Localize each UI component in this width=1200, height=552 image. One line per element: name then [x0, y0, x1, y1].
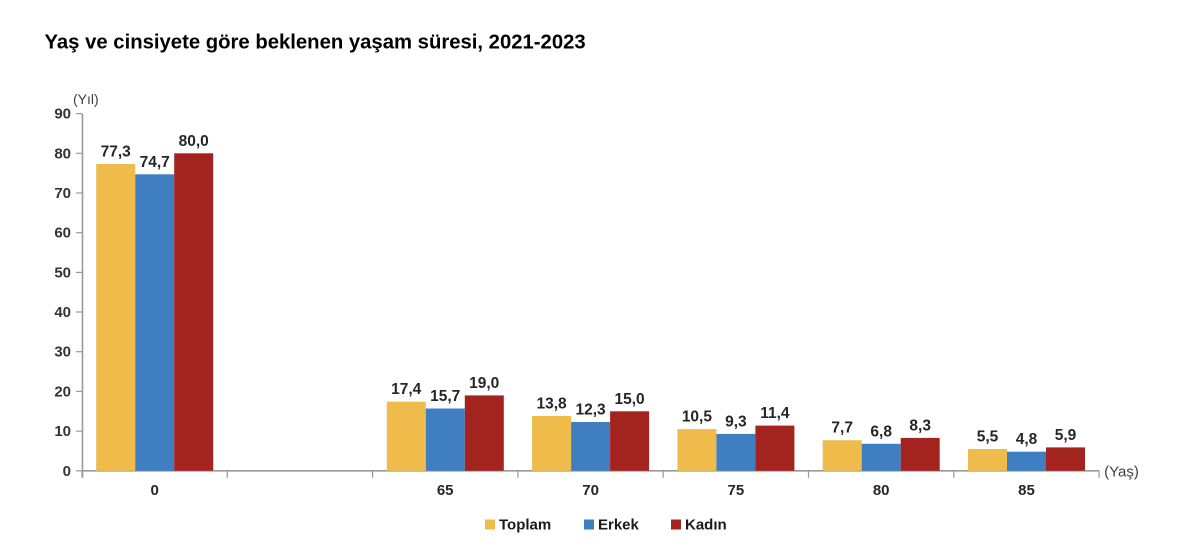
svg-text:70: 70: [54, 185, 71, 202]
svg-text:85: 85: [1018, 482, 1035, 499]
svg-text:11,4: 11,4: [760, 405, 790, 422]
svg-text:0: 0: [63, 463, 71, 480]
svg-text:10,5: 10,5: [682, 409, 713, 426]
svg-text:80: 80: [54, 145, 71, 162]
svg-text:5,5: 5,5: [977, 429, 999, 446]
svg-text:7,7: 7,7: [831, 420, 853, 437]
svg-text:74,7: 74,7: [140, 154, 170, 171]
svg-text:60: 60: [54, 225, 71, 242]
svg-text:Erkek: Erkek: [598, 517, 640, 534]
svg-text:20: 20: [54, 383, 71, 400]
svg-text:Kadın: Kadın: [685, 517, 727, 534]
svg-text:17,4: 17,4: [391, 381, 422, 398]
svg-text:13,8: 13,8: [537, 396, 568, 413]
svg-text:50: 50: [54, 264, 71, 281]
svg-text:75: 75: [728, 482, 745, 499]
svg-text:(Yıl): (Yıl): [73, 91, 99, 107]
svg-text:(Yaş): (Yaş): [1104, 464, 1139, 481]
svg-text:0: 0: [151, 482, 159, 499]
svg-text:65: 65: [437, 482, 454, 499]
svg-text:15,0: 15,0: [615, 391, 645, 408]
svg-text:80: 80: [873, 482, 890, 499]
svg-text:90: 90: [54, 106, 71, 123]
svg-text:77,3: 77,3: [101, 144, 132, 161]
svg-text:4,8: 4,8: [1016, 431, 1038, 448]
svg-text:70: 70: [582, 482, 599, 499]
svg-text:8,3: 8,3: [909, 417, 931, 434]
svg-text:30: 30: [54, 344, 71, 361]
svg-text:40: 40: [54, 304, 71, 321]
svg-text:Toplam: Toplam: [499, 517, 551, 534]
svg-text:12,3: 12,3: [576, 402, 607, 419]
svg-text:15,7: 15,7: [430, 388, 460, 405]
svg-text:10: 10: [54, 423, 71, 440]
svg-text:5,9: 5,9: [1055, 427, 1077, 444]
svg-text:19,0: 19,0: [469, 375, 499, 392]
svg-text:Yaş ve cinsiyete göre beklenen: Yaş ve cinsiyete göre beklenen yaşam sür…: [45, 32, 586, 54]
svg-text:6,8: 6,8: [870, 423, 892, 440]
svg-text:80,0: 80,0: [179, 133, 209, 150]
svg-text:9,3: 9,3: [725, 413, 747, 430]
